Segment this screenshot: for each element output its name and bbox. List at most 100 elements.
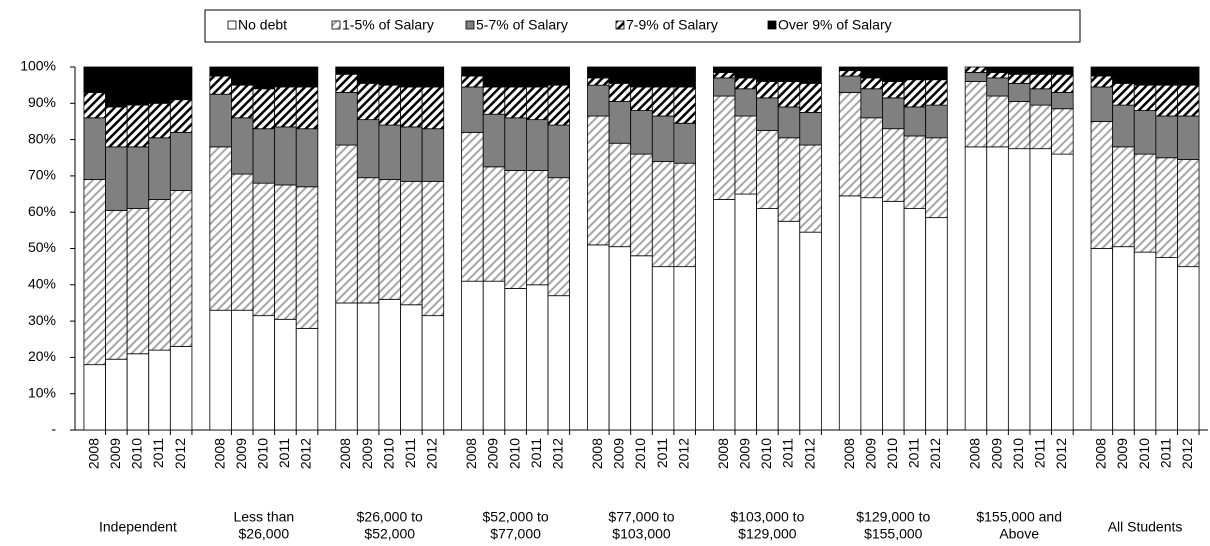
x-tick-label: 2011 [150,438,166,468]
bar-segment [231,309,254,431]
x-tick-label: 2011 [1031,438,1047,468]
bar-segment [799,111,822,146]
bar-segment [903,208,927,431]
group-label: $129,000 to [856,509,930,525]
x-tick-label: 2010 [1136,438,1152,469]
bar-segment [734,115,757,195]
x-tick-label: 2009 [485,438,501,469]
bar-segment [860,66,883,79]
bar-segment [651,115,675,162]
group-label: $26,000 to [357,509,423,525]
bar-segment [712,72,736,79]
bar-segment [673,122,696,164]
x-tick-label: 2011 [780,438,796,468]
bar-segment [1090,121,1114,249]
x-tick-label: 2008 [589,438,605,469]
legend-swatch [615,20,625,30]
x-tick-label: 2010 [380,438,396,469]
bar-segment [482,166,506,282]
bar-segment [1051,73,1074,93]
bar-segment [925,79,948,106]
legend-label: 5-7% of Salary [476,17,568,33]
bar-segment [148,137,171,200]
x-tick-label: 2008 [337,438,353,469]
bar-segment [712,66,736,73]
bar-segment [526,284,549,431]
group-label: Less than [233,509,294,525]
bar-segment [1112,82,1135,106]
bar-segment [400,66,423,88]
bar-segment [777,106,801,139]
bar-segment [838,70,862,77]
bar-segment [673,66,696,88]
x-tick-label: 2012 [1179,438,1195,469]
bar-segment [547,124,571,179]
bar-segment [461,86,484,133]
bar-segment [295,327,319,431]
bar-segment [587,244,610,431]
bar-segment [547,84,571,126]
x-tick-label: 2011 [402,438,418,468]
bar-segment [1155,66,1178,86]
bar-segment [964,66,988,73]
bar-segment [274,184,297,320]
x-tick-label: 2012 [298,438,314,469]
bar-segment [1112,66,1135,84]
bar-segment [712,77,736,97]
group-label: $52,000 to [483,509,549,525]
bar-segment [651,266,675,431]
bar-segment [504,288,527,431]
bar-segment [421,180,445,317]
bar-segment [903,79,927,108]
x-tick-label: 2010 [632,438,648,469]
legend-box [204,9,1081,43]
group-label: $103,000 to [730,509,804,525]
x-tick-label: 2008 [967,438,983,469]
bar-segment [378,84,401,126]
bar-segment [231,84,254,119]
bar-segment [1112,104,1135,148]
x-tick-label: 2012 [424,438,440,469]
bar-segment [986,66,1009,73]
bar-segment [169,99,193,133]
bar-segment [482,86,506,115]
bar-segment [630,66,653,88]
group-label: $52,000 [364,526,415,542]
bar-segment [461,75,484,88]
bar-segment [252,315,276,431]
x-tick-label: 2010 [884,438,900,469]
x-tick-label: 2011 [528,438,544,468]
x-tick-label: 2008 [211,438,227,469]
bar-segment [1133,251,1157,431]
y-tick-label: 30% [28,312,56,328]
bar-segment [421,128,445,182]
bar-segment [860,88,883,119]
bar-segment [651,66,675,88]
bar-segment [335,302,358,431]
bar-segment [378,66,401,86]
bar-segment [148,102,171,139]
x-tick-label: 2008 [715,438,731,469]
bar-segment [356,302,380,431]
bar-segment [252,66,276,90]
bar-segment [608,66,632,84]
bar-segment [838,92,862,197]
bar-segment [1029,88,1052,106]
bar-segment [734,88,757,117]
bar-segment [482,113,506,168]
bar-segment [105,106,128,148]
bar-segment [587,66,610,79]
bar-segment [461,131,484,282]
bar-segment [777,81,801,108]
bar-segment [356,66,380,84]
bar-segment [882,200,905,431]
legend-label: Over 9% of Salary [778,17,892,33]
bar-segment [274,318,297,431]
bar-segment [986,146,1009,431]
bar-segment [169,190,193,347]
y-tick-label: - [51,421,56,437]
x-tick-label: 2012 [1053,438,1069,469]
bar-segment [964,146,988,431]
bar-segment [903,135,927,209]
bar-segment [83,179,106,366]
